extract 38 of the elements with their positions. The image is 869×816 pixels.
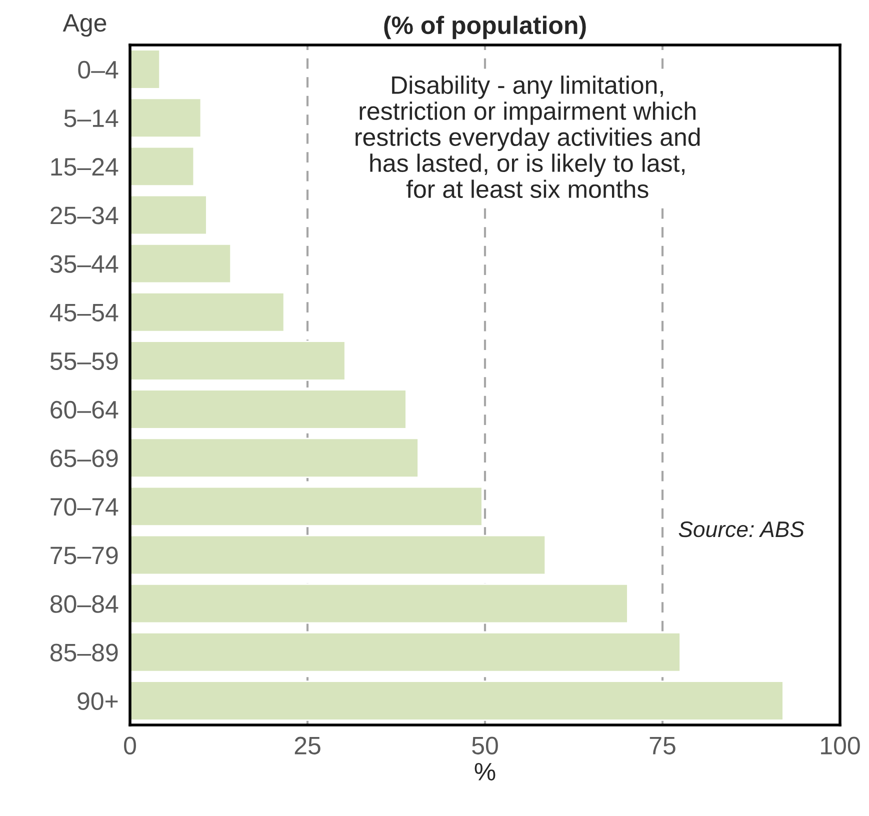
- bar: [130, 583, 628, 624]
- y-tick-label: 85–89: [50, 644, 118, 662]
- bar: [130, 632, 681, 672]
- bar: [130, 534, 546, 576]
- bar: [130, 292, 285, 332]
- y-tick-label: 0–4: [78, 60, 118, 79]
- y-tick-label: 15–24: [51, 158, 118, 176]
- x-tick-label: 100: [821, 736, 860, 754]
- annotation: Disability - any limitation, restriction or impairment which restricts everyday activities and has lasted, or is likely to last, for at least six months: [356, 76, 700, 198]
- y-axis-title: Age: [62, 14, 106, 37]
- y-tick-label: 75–79: [50, 546, 118, 564]
- y-tick-label: 60–64: [50, 400, 118, 419]
- y-tick-label: 90+: [78, 692, 118, 710]
- y-tick-label: 70–74: [50, 498, 118, 516]
- y-tick-label: 35–44: [50, 255, 118, 273]
- bar: [130, 389, 407, 430]
- x-tick-label: 0: [124, 736, 136, 754]
- bar: [130, 680, 784, 721]
- bar: [130, 49, 161, 90]
- y-tick-label: 25–34: [50, 206, 118, 224]
- x-tick-label: 50: [472, 736, 498, 754]
- y-tick-label: 80–84: [50, 595, 118, 613]
- chart-title: (% of population): [384, 16, 586, 40]
- bar: [130, 146, 195, 187]
- x-tick-label: 75: [650, 737, 676, 754]
- bar: [130, 486, 483, 527]
- annotation: Source: ABS: [678, 521, 804, 538]
- bar: [130, 243, 232, 284]
- bar: [130, 194, 208, 236]
- y-tick-label: 55–59: [50, 352, 118, 370]
- bar: [130, 98, 202, 138]
- x-tick-label: 25: [294, 736, 320, 754]
- y-tick-label: 45–54: [50, 304, 118, 322]
- x-axis-title: %: [474, 762, 496, 780]
- y-tick-label: 65–69: [50, 449, 118, 468]
- bar: [130, 438, 419, 478]
- bar: [130, 340, 346, 381]
- y-tick-label: 5–14: [64, 110, 118, 128]
